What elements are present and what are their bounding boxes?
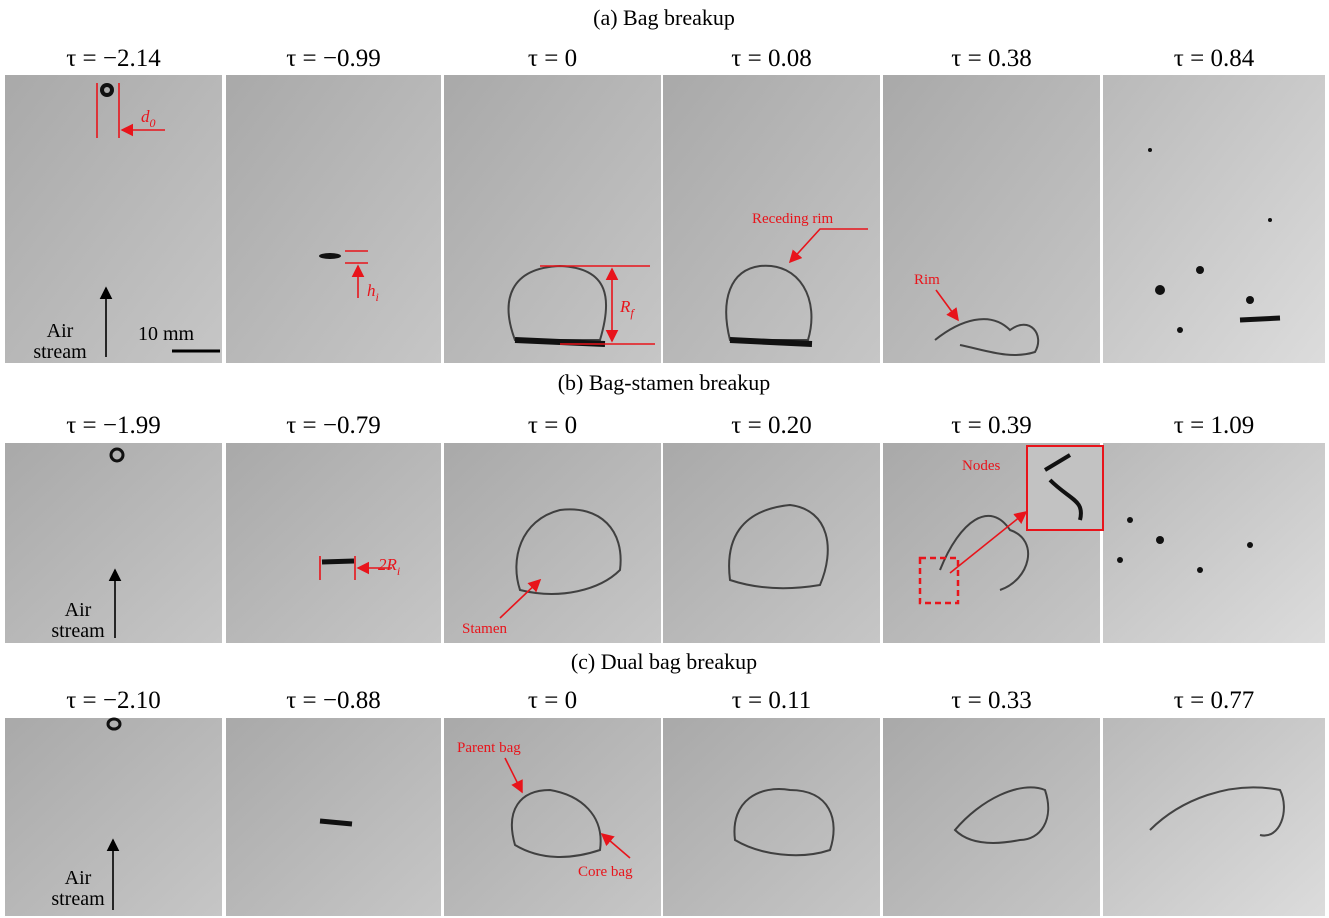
tau-label: τ = 0.77 xyxy=(1174,687,1254,714)
receding-rim-label: Receding rim xyxy=(752,211,834,227)
panels: (a) Bag breakup τ = −2.14 τ = −0.99 τ = 0 τ … xyxy=(5,5,1325,916)
tau-label: τ = −0.99 xyxy=(286,45,381,72)
nodes-label: Nodes xyxy=(962,458,1000,474)
row-title: (c) Dual bag breakup xyxy=(571,649,757,674)
scale-label: 10 mm xyxy=(138,323,195,345)
tau-label: τ = 0 xyxy=(528,412,577,439)
photo-panel xyxy=(226,718,441,916)
hi-label: hi xyxy=(367,281,379,304)
photo-panel xyxy=(226,443,441,643)
row-title: (b) Bag-stamen breakup xyxy=(558,370,771,395)
air-label: Air xyxy=(65,867,92,889)
tau-label: τ = −2.10 xyxy=(66,687,161,714)
photo-panel xyxy=(663,75,880,363)
stream-label: stream xyxy=(33,341,87,363)
annotations: d0 hi Rf Receding rim Rim Air stream 10 … xyxy=(33,83,1104,910)
tau-label: τ = 1.09 xyxy=(1174,412,1254,439)
photo-panel xyxy=(5,75,222,363)
tau-label: τ = 0 xyxy=(528,687,577,714)
tau-label: τ = −0.79 xyxy=(286,412,381,439)
photo-panel xyxy=(1103,443,1325,643)
stream-label: stream xyxy=(51,620,105,642)
photo-panel xyxy=(5,443,222,643)
tau-label: τ = −0.88 xyxy=(286,687,381,714)
two-ri-label: 2Ri xyxy=(378,555,400,578)
rim-label: Rim xyxy=(914,272,940,288)
tau-label: τ = 0.20 xyxy=(731,412,811,439)
tau-label: τ = 0 xyxy=(528,45,577,72)
tau-label: τ = 0.08 xyxy=(731,45,811,72)
rf-label: Rf xyxy=(619,297,635,320)
air-label: Air xyxy=(47,320,74,342)
stamen-label: Stamen xyxy=(462,621,507,637)
photo-panel xyxy=(1103,75,1325,363)
parent-bag-label: Parent bag xyxy=(457,740,521,756)
core-bag-label: Core bag xyxy=(578,864,633,880)
stream-label: stream xyxy=(51,888,105,910)
photo-panel xyxy=(444,718,661,916)
photo-panel xyxy=(444,75,661,363)
tau-label: τ = 0.11 xyxy=(732,687,811,714)
tau-label: τ = 0.39 xyxy=(951,412,1031,439)
tau-label: τ = 0.33 xyxy=(951,687,1031,714)
photo-panel xyxy=(444,443,661,643)
d0-label: d0 xyxy=(141,107,156,130)
tau-label: τ = 0.84 xyxy=(1174,45,1255,72)
tau-label: τ = −1.99 xyxy=(66,412,161,439)
tau-label: τ = −2.14 xyxy=(66,45,161,72)
photo-panel xyxy=(883,718,1100,916)
tau-label: τ = 0.38 xyxy=(951,45,1031,72)
photo-panel xyxy=(1103,718,1325,916)
air-label: Air xyxy=(65,599,92,621)
photo-panel xyxy=(663,443,880,643)
row-title: (a) Bag breakup xyxy=(593,5,735,30)
photo-panel xyxy=(226,75,441,363)
photo-panel xyxy=(663,718,880,916)
photo-panel xyxy=(883,75,1100,363)
